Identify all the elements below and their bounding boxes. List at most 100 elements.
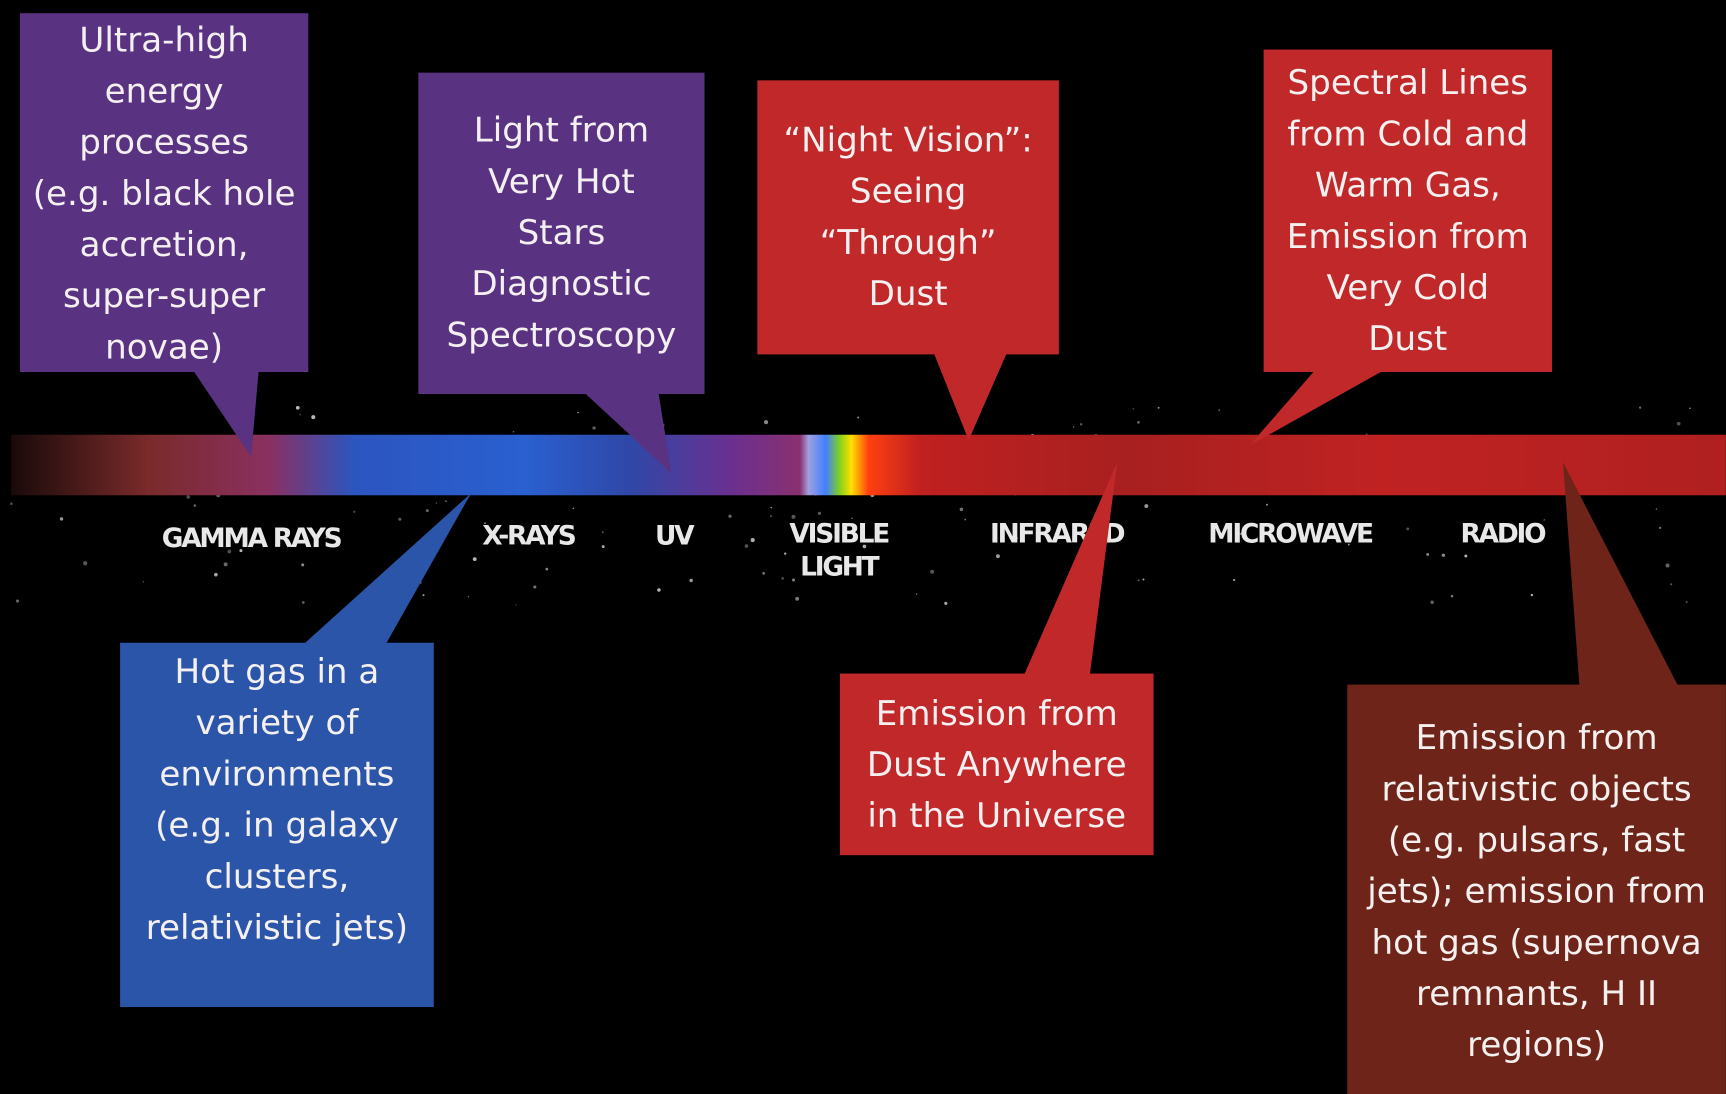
slide: GAMMA RAYSX-RAYSUVVISIBLELIGHTINFRAREDMI… (0, 0, 1726, 1094)
star (1406, 527, 1409, 530)
callout-text: Dust (1368, 319, 1447, 359)
star (300, 414, 302, 416)
band-label: X-RAYS (482, 521, 576, 552)
star (602, 531, 604, 533)
star (1158, 407, 1160, 409)
star (1531, 594, 1533, 596)
star (964, 519, 966, 521)
star (573, 508, 575, 510)
callout-text: “Through” (820, 223, 997, 263)
callout-text: novae) (105, 327, 223, 367)
star (143, 581, 145, 583)
callout-text: jets); emission from (1366, 872, 1706, 912)
star (1686, 601, 1688, 603)
star (194, 504, 197, 507)
star (1080, 423, 1082, 425)
spectrum-bar (11, 435, 1726, 496)
star (762, 572, 765, 575)
callout-text: relativistic objects (1381, 769, 1691, 809)
band-label: MICROWAVE (1208, 518, 1373, 549)
star (592, 426, 595, 429)
star (1659, 527, 1661, 529)
star (781, 577, 784, 580)
star (960, 508, 964, 512)
callout-text: (e.g. pulsars, fast (1388, 820, 1685, 860)
callout-text: super-super (63, 276, 266, 316)
callout-text: Spectroscopy (447, 315, 677, 355)
star (353, 511, 355, 513)
star (422, 594, 424, 596)
callout-text: Very Cold (1327, 268, 1490, 308)
star (533, 586, 536, 589)
star (751, 538, 755, 542)
star (515, 604, 516, 605)
band-label: VISIBLE (789, 518, 889, 549)
star (1670, 583, 1672, 585)
star (1666, 563, 1670, 567)
callout-text: Ultra-high (79, 20, 248, 60)
callout-text: remnants, H II (1416, 974, 1657, 1014)
band-label: UV (655, 521, 695, 552)
star (10, 502, 13, 505)
star (436, 502, 438, 504)
star (1451, 595, 1453, 597)
star (214, 573, 218, 577)
star (770, 515, 771, 516)
band-label: RADIO (1460, 518, 1546, 549)
star (1137, 421, 1140, 424)
star (1138, 579, 1140, 581)
band-label: LIGHT (800, 551, 880, 582)
callout-text: Warm Gas, (1315, 166, 1501, 206)
callout-text: “Night Vision”: (783, 120, 1032, 160)
star (1133, 408, 1134, 409)
callout-text: relativistic jets) (146, 908, 408, 948)
star (602, 545, 605, 548)
callout-text: Dust Anywhere (867, 745, 1127, 785)
star (996, 554, 1000, 558)
star (1426, 553, 1429, 556)
callout-text: hot gas (supernova (1371, 923, 1701, 963)
star (1142, 579, 1144, 581)
star (857, 416, 859, 418)
star (1677, 422, 1681, 426)
star (302, 601, 305, 604)
star (728, 515, 731, 518)
callout-text: energy (105, 72, 224, 112)
star (764, 420, 768, 424)
star (657, 588, 660, 591)
callout-text: Emission from (1416, 718, 1658, 758)
star (1144, 504, 1148, 508)
callout-text: Very Hot (488, 162, 635, 202)
star (426, 509, 429, 512)
star (795, 597, 799, 601)
star (301, 563, 304, 566)
star (1442, 554, 1445, 557)
star (83, 561, 87, 565)
star (930, 570, 934, 574)
band-label: GAMMA RAYS (162, 523, 342, 554)
callout-text: clusters, (205, 857, 350, 897)
callout-text: in the Universe (867, 796, 1126, 836)
star (1233, 579, 1235, 581)
star (445, 500, 447, 502)
callout-text: (e.g. black hole (33, 174, 296, 214)
star (398, 518, 401, 521)
callout-text: Seeing (850, 172, 966, 212)
star (1464, 555, 1467, 558)
star (1639, 406, 1641, 408)
star (1656, 508, 1657, 509)
star (1430, 601, 1433, 604)
callout-text: accretion, (80, 225, 249, 265)
star (311, 415, 315, 419)
callout-text: (e.g. in galaxy (155, 806, 399, 846)
callout-text: Dust (869, 274, 948, 314)
star (770, 507, 772, 509)
star (818, 512, 821, 515)
star (186, 495, 189, 498)
callout-text: Hot gas in a (175, 652, 380, 692)
star (784, 552, 786, 554)
callout-text: Emission from (876, 694, 1118, 734)
star (473, 557, 477, 561)
star (792, 579, 795, 582)
star (296, 406, 300, 410)
